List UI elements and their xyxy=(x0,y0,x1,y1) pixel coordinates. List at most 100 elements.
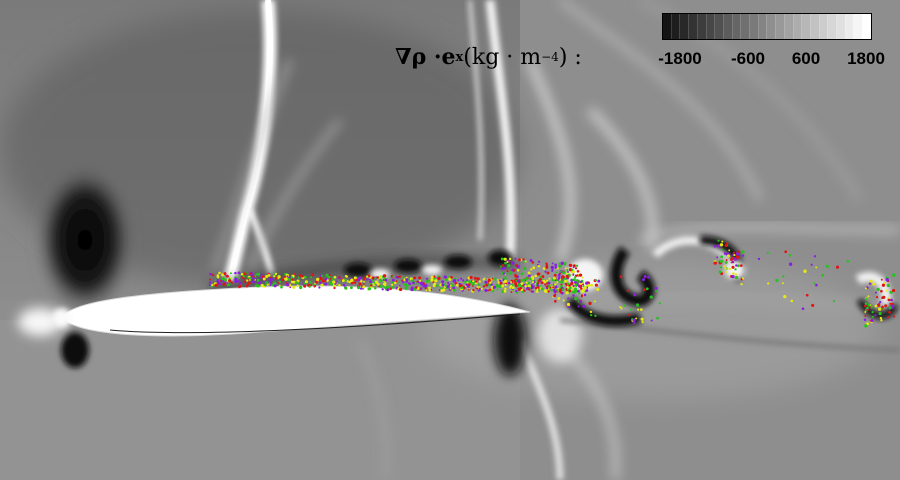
particle xyxy=(570,288,573,291)
particle xyxy=(649,295,653,299)
particle xyxy=(451,284,455,288)
particle xyxy=(639,308,643,311)
particle xyxy=(331,278,334,282)
particle xyxy=(373,281,376,284)
particle xyxy=(412,281,415,285)
particle xyxy=(301,275,304,278)
particle xyxy=(558,264,562,268)
particle xyxy=(484,280,488,285)
colorbar-step xyxy=(714,14,723,39)
particle xyxy=(551,269,554,272)
particle xyxy=(462,279,465,282)
particle xyxy=(293,273,296,276)
particle xyxy=(270,278,274,281)
particle xyxy=(637,308,640,311)
particle xyxy=(524,285,527,288)
particle xyxy=(366,275,369,278)
particle xyxy=(562,288,565,291)
particle xyxy=(578,284,583,289)
particle xyxy=(492,286,495,289)
particle xyxy=(811,303,815,307)
particle xyxy=(575,279,579,283)
particle xyxy=(525,281,528,284)
particle xyxy=(514,257,517,260)
particle xyxy=(379,279,383,283)
colorbar-label: ∇ρ · e x (kg · m −4 ) : xyxy=(395,40,640,74)
particle xyxy=(494,278,497,281)
particle xyxy=(426,279,430,284)
particle xyxy=(635,317,638,320)
particle xyxy=(312,283,315,286)
particle xyxy=(717,244,721,248)
particle xyxy=(449,284,452,287)
particle xyxy=(881,296,884,299)
particle xyxy=(731,275,735,279)
particle xyxy=(530,284,534,287)
particle xyxy=(363,280,365,283)
particle xyxy=(211,283,214,287)
particle xyxy=(294,281,298,284)
particle xyxy=(483,277,486,280)
particle xyxy=(535,290,539,293)
particle xyxy=(269,280,273,284)
particle xyxy=(891,307,894,310)
particle xyxy=(487,283,491,287)
colorbar-step xyxy=(766,14,776,39)
particle xyxy=(889,290,893,294)
particle xyxy=(869,279,873,283)
colorbar-tick: -600 xyxy=(730,49,766,68)
particle xyxy=(619,275,623,278)
colorbar-step xyxy=(783,14,793,39)
particle xyxy=(499,279,502,282)
particle xyxy=(502,272,506,275)
particle xyxy=(487,278,491,282)
particle xyxy=(572,284,575,288)
particle xyxy=(554,285,558,289)
colorbar-step xyxy=(722,14,732,39)
particle xyxy=(243,280,246,284)
particle xyxy=(460,277,463,280)
particle xyxy=(501,290,505,293)
particle xyxy=(832,300,836,303)
particle xyxy=(566,269,569,272)
particle xyxy=(524,260,527,263)
particle xyxy=(594,283,598,287)
particle xyxy=(527,274,531,278)
particle xyxy=(384,285,388,290)
particle xyxy=(468,280,472,284)
particle xyxy=(557,273,561,277)
particle xyxy=(757,257,761,261)
particle xyxy=(247,277,251,280)
particle xyxy=(537,264,541,268)
particle xyxy=(633,293,637,297)
particle xyxy=(245,284,249,288)
particle xyxy=(889,302,892,305)
particle xyxy=(523,289,526,292)
particle xyxy=(892,288,896,293)
particle xyxy=(507,281,511,285)
particle xyxy=(880,289,883,293)
particle xyxy=(560,280,564,284)
particle xyxy=(556,288,559,291)
colorbar-step xyxy=(749,14,758,39)
particle xyxy=(268,277,272,281)
particle xyxy=(520,282,524,286)
particle xyxy=(265,275,269,278)
particle xyxy=(507,264,511,268)
particle xyxy=(321,274,324,277)
particle xyxy=(572,270,576,273)
particle xyxy=(441,283,445,287)
particle xyxy=(498,285,502,289)
particle xyxy=(367,274,371,277)
particle xyxy=(516,269,520,272)
particle xyxy=(379,275,383,279)
particle xyxy=(871,310,874,314)
particle xyxy=(723,265,726,268)
particle xyxy=(564,279,568,283)
particle xyxy=(575,285,578,288)
particle xyxy=(587,284,591,287)
particle xyxy=(321,279,326,283)
particle xyxy=(863,304,867,308)
colorbar-step xyxy=(818,14,828,39)
particle xyxy=(273,284,277,288)
